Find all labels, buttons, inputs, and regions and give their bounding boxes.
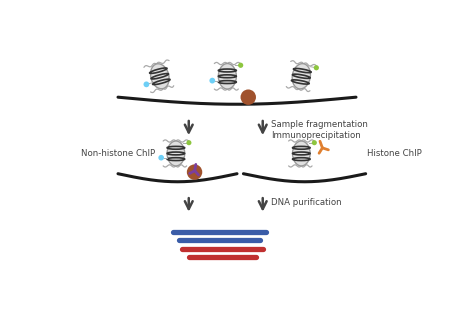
Circle shape [238, 63, 243, 68]
Circle shape [187, 164, 202, 180]
Ellipse shape [167, 141, 185, 166]
Text: Non-histone ChIP: Non-histone ChIP [81, 149, 155, 158]
Ellipse shape [292, 141, 310, 166]
Circle shape [314, 65, 319, 70]
Text: Sample fragmentation
Immunoprecipitation: Sample fragmentation Immunoprecipitation [271, 120, 368, 141]
Ellipse shape [151, 64, 169, 89]
Circle shape [210, 78, 215, 84]
Ellipse shape [219, 64, 237, 89]
Text: Histone ChIP: Histone ChIP [367, 149, 422, 158]
Circle shape [158, 155, 164, 161]
Ellipse shape [292, 64, 310, 89]
Circle shape [144, 81, 149, 87]
Circle shape [186, 140, 191, 145]
Circle shape [312, 140, 317, 145]
Text: DNA purification: DNA purification [271, 198, 341, 206]
Circle shape [240, 89, 256, 105]
